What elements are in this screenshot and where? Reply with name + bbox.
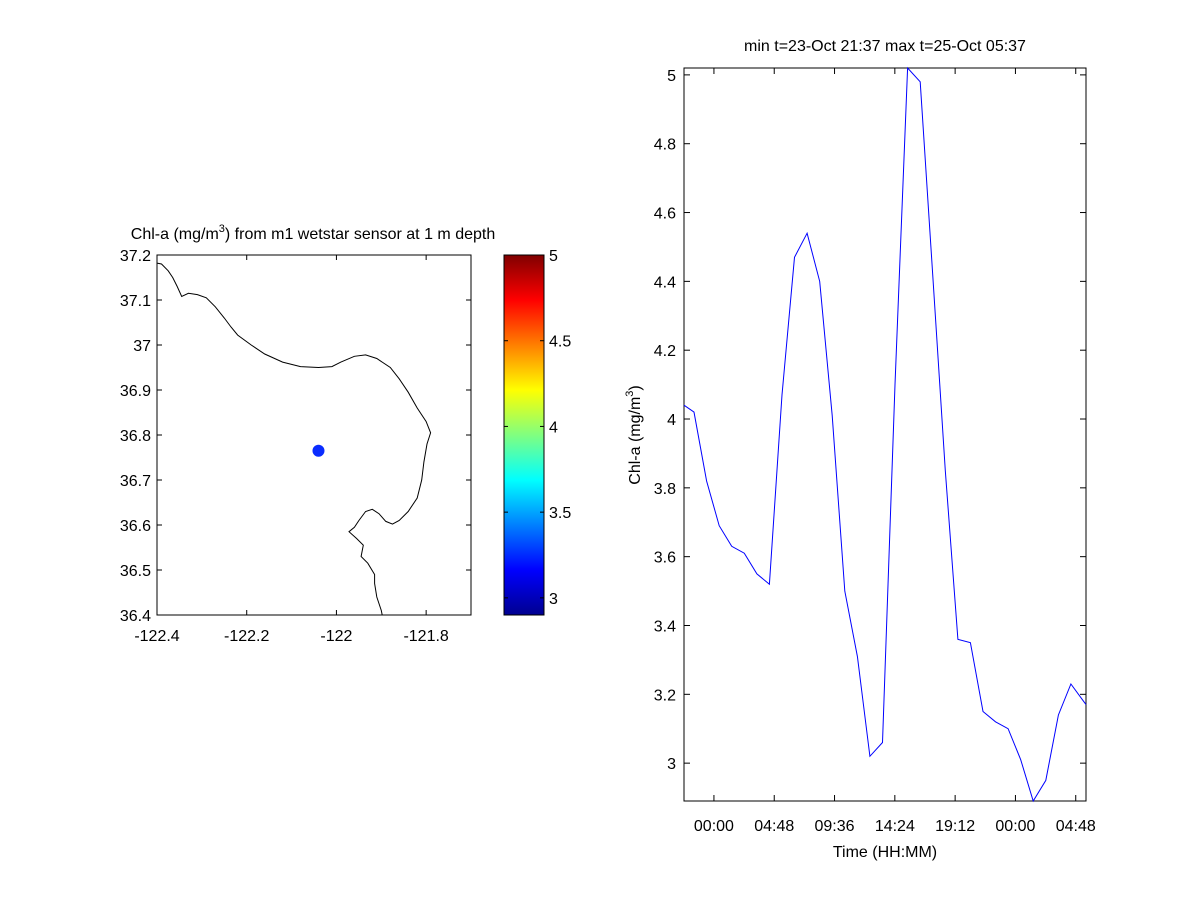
ts-xtick-label: 19:12 [935,818,975,835]
map-chart-title: Chl-a (mg/m3) from m1 wetstar sensor at … [131,223,495,243]
ts-ytick-label: 3.8 [654,481,676,498]
colorbar-tick-label: 4 [549,419,558,436]
ts-ytick-label: 3 [667,756,676,773]
timeseries-ylabel-prefix: Chl-a (mg/m [627,397,644,485]
map-ytick-label: 37.2 [120,248,151,265]
ts-ytick-label: 3.6 [654,550,676,567]
ts-xtick-label: 14:24 [875,818,915,835]
map-plot-area [156,254,472,616]
colorbar: 3 3.5 4 4.5 5 [503,248,571,616]
map-ytick-label: 37.1 [120,293,151,310]
map-ytick-label: 36.8 [120,428,151,445]
chl-a-series-line [683,66,1087,803]
ts-xtick-label: 00:00 [995,818,1035,835]
timeseries-title: min t=23-Oct 21:37 max t=25-Oct 05:37 [744,38,1026,55]
map-xtick-label: -121.8 [403,628,448,645]
map-ytick-label: 37 [133,338,151,355]
map-xtick-label: -122.2 [224,628,269,645]
map-xtick-label: -122 [320,628,352,645]
ts-ytick-label: 4.2 [654,343,676,360]
map-ytick-label: 36.7 [120,473,151,490]
map-ytick-label: 36.9 [120,383,151,400]
sensor-point [312,444,325,457]
map-title-suffix: ) from m1 wetstar sensor at 1 m depth [225,226,495,243]
ts-xtick-label: 04:48 [1056,818,1096,835]
colorbar-ticks: 3 3.5 4 4.5 5 [504,248,571,608]
timeseries-xlabel: Time (HH:MM) [833,844,937,861]
timeseries-ylabel-suffix: ) [627,385,644,390]
timeseries-ylabel: Chl-a (mg/m3) [624,385,644,484]
colorbar-gradient [503,254,545,616]
timeseries-chart: min t=23-Oct 21:37 max t=25-Oct 05:37 00… [624,38,1096,861]
map-title-prefix: Chl-a (mg/m [131,226,219,243]
map-ticks: -122.4 -122.2 -122 -121.8 36.4 36.5 36.6 36.7 36… [120,248,471,645]
timeseries-plot-area [683,67,1087,802]
map-title-exponent: 3 [219,223,225,235]
ts-xtick-label: 09:36 [815,818,855,835]
map-content [156,262,432,616]
timeseries-ticks: 00:00 04:48 09:36 14:24 19:12 00:00 04:48 3 3.2 3… [654,68,1096,835]
map-ytick-label: 36.5 [120,563,151,580]
coastline [156,262,432,616]
colorbar-tick-label: 3 [549,591,558,608]
ts-xtick-label: 04:48 [754,818,794,835]
colorbar-tick-label: 4.5 [549,334,571,351]
ts-ytick-label: 4.4 [654,274,676,291]
ts-ytick-label: 3.4 [654,618,676,635]
map-ytick-label: 36.4 [120,608,151,625]
map-ytick-label: 36.6 [120,518,151,535]
ts-ytick-label: 3.2 [654,687,676,704]
ts-ytick-label: 5 [667,68,676,85]
colorbar-tick-label: 3.5 [549,505,571,522]
timeseries-ylabel-exponent: 3 [624,391,636,397]
map-chart: Chl-a (mg/m3) from m1 wetstar sensor at … [120,223,495,645]
ts-ytick-label: 4 [667,412,676,429]
timeseries-content [683,66,1087,803]
ts-ytick-label: 4.8 [654,137,676,154]
ts-ytick-label: 4.6 [654,206,676,223]
colorbar-tick-label: 5 [549,248,558,265]
ts-xtick-label: 00:00 [694,818,734,835]
map-xtick-label: -122.4 [134,628,179,645]
